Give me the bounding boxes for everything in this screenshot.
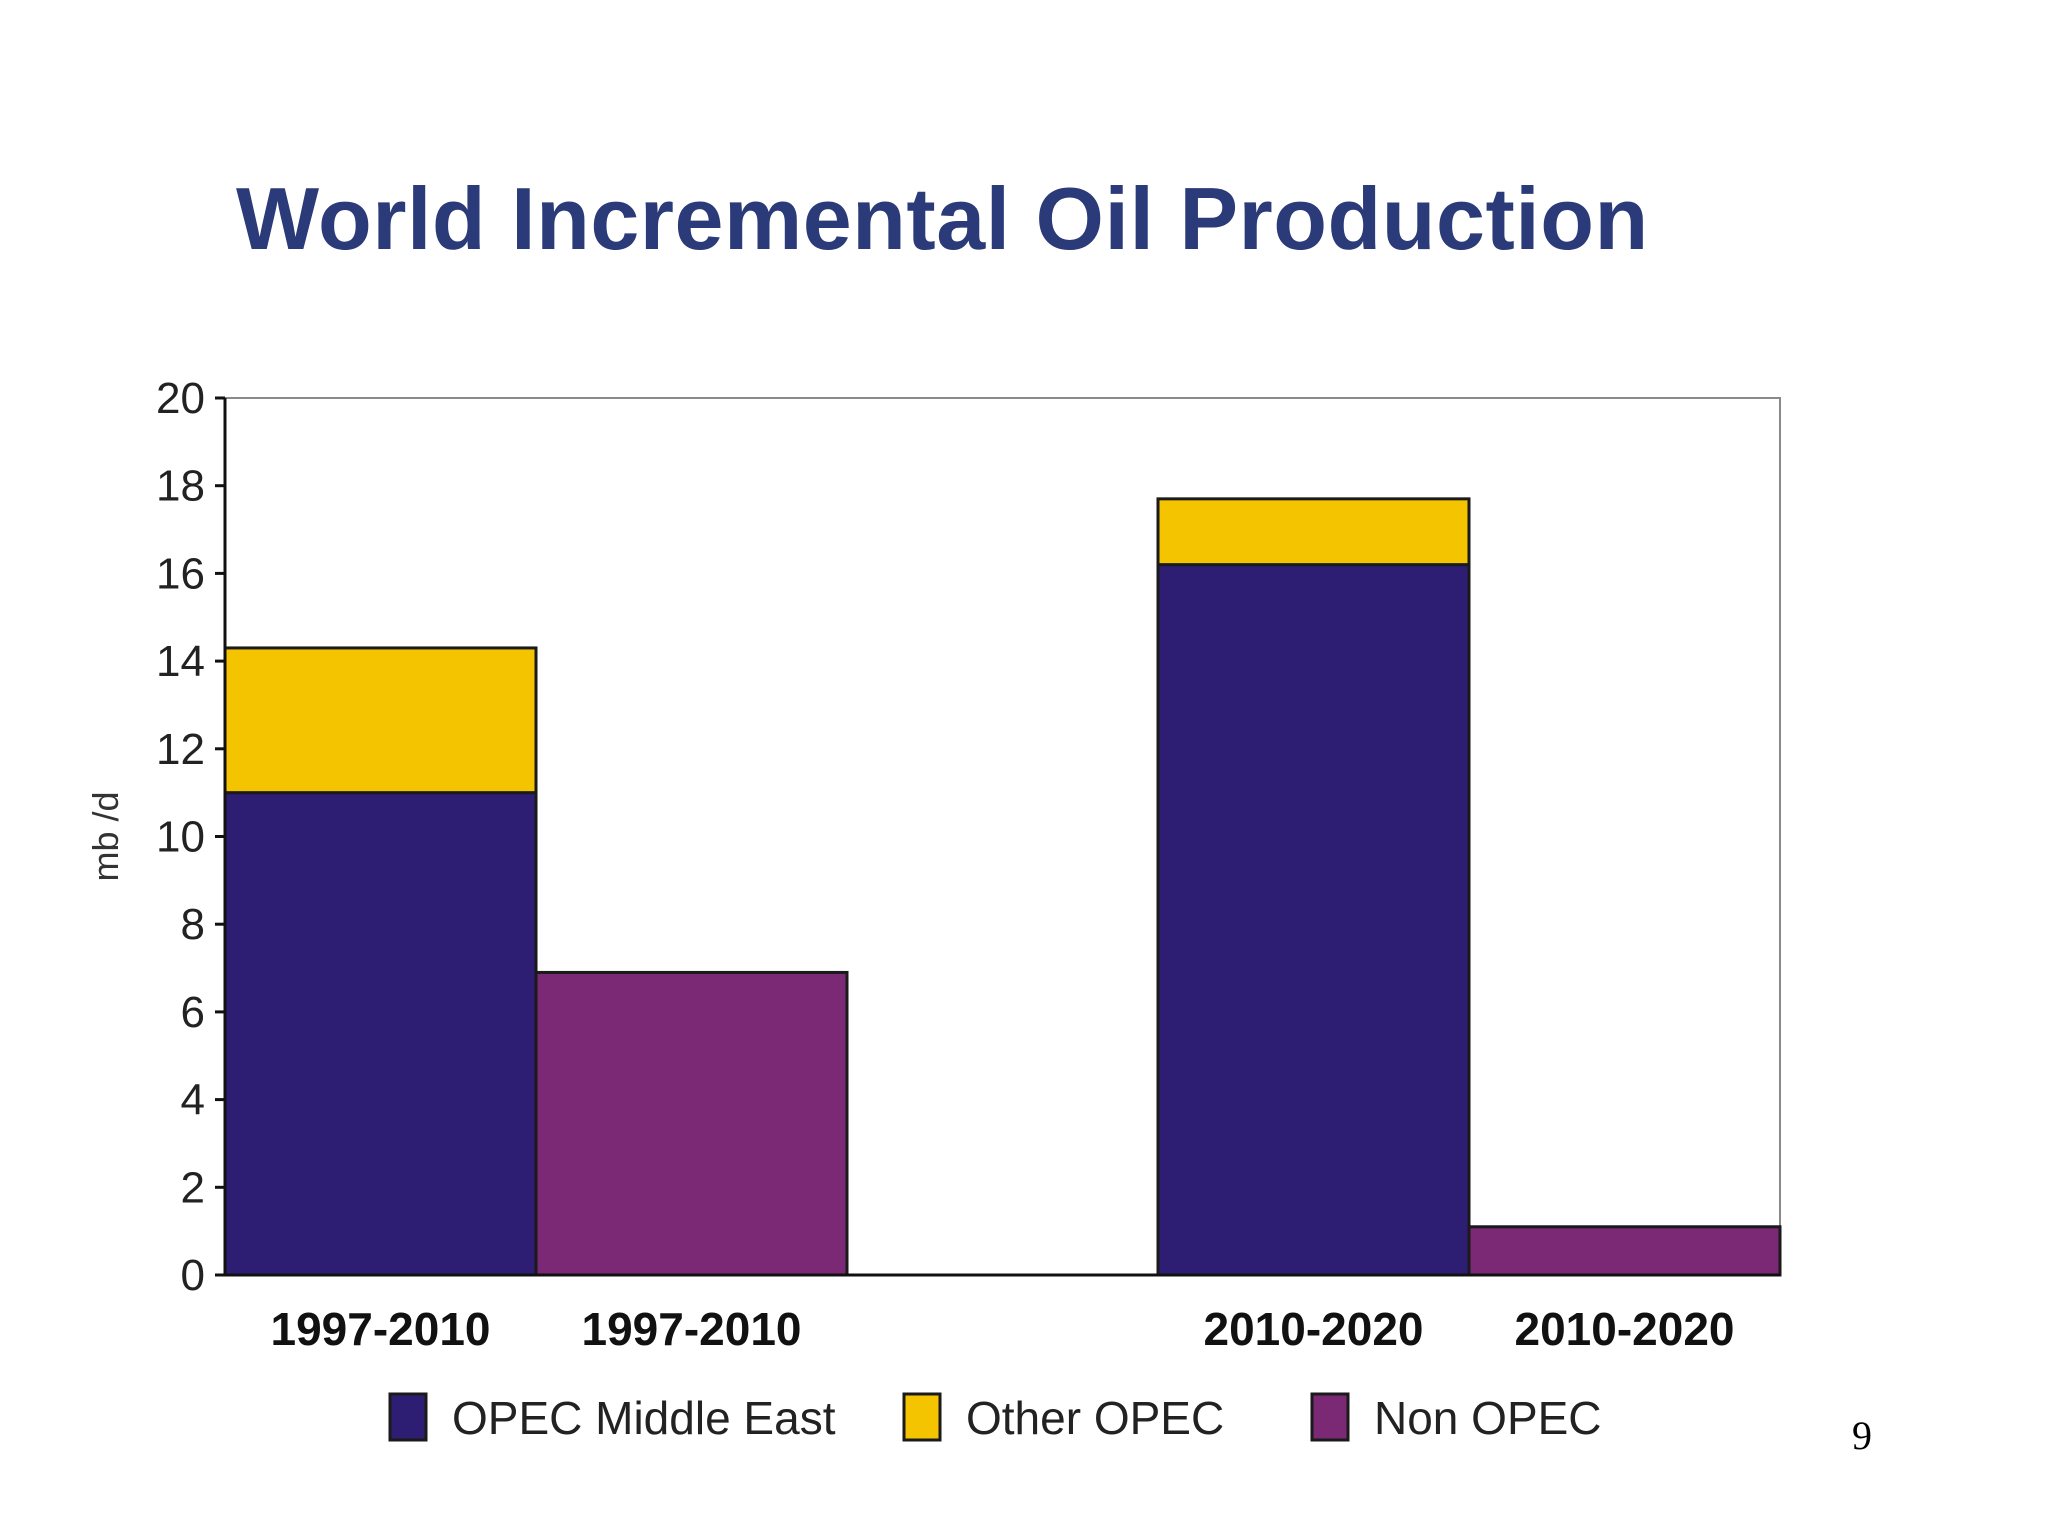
y-tick-label: 12 xyxy=(156,725,205,774)
slide-title: World Incremental Oil Production xyxy=(236,169,1649,268)
bar-other-opec-3 xyxy=(1156,497,1471,567)
page-number: 9 xyxy=(1852,1413,1872,1458)
bar-opec-middle-east-3 xyxy=(1156,563,1471,1277)
y-tick-label: 8 xyxy=(181,900,205,949)
y-tick-label: 6 xyxy=(181,988,205,1037)
y-tick-label: 4 xyxy=(181,1076,205,1125)
y-tick-label: 18 xyxy=(156,462,205,511)
bar-other-opec-0 xyxy=(223,646,538,795)
bar-opec-middle-east-0 xyxy=(223,791,538,1277)
legend-label: Other OPEC xyxy=(966,1392,1224,1444)
y-axis: 0 2 4 6 8 10 12 14 16 18 20 xyxy=(156,374,227,1300)
y-tick-label: 2 xyxy=(181,1163,205,1212)
bars xyxy=(223,497,1782,1277)
y-tick-label: 16 xyxy=(156,549,205,598)
x-axis: 1997-2010 1997-2010 2010-2020 2010-2020 xyxy=(225,1273,1780,1355)
y-tick-label: 20 xyxy=(156,374,205,423)
x-tick-label: 1997-2010 xyxy=(271,1303,491,1355)
legend-label: OPEC Middle East xyxy=(452,1392,836,1444)
x-tick-label: 2010-2020 xyxy=(1204,1303,1424,1355)
legend-swatch-opec-middle-east xyxy=(388,1392,428,1442)
y-axis-label: mb /d xyxy=(85,791,126,881)
legend: OPEC Middle East Other OPEC Non OPEC xyxy=(388,1392,1602,1444)
y-tick-label: 0 xyxy=(181,1251,205,1300)
y-tick-label: 10 xyxy=(156,813,205,862)
legend-label: Non OPEC xyxy=(1374,1392,1602,1444)
legend-swatch-other-opec xyxy=(902,1392,942,1442)
legend-swatch-non-opec xyxy=(1310,1392,1350,1442)
x-tick-label: 2010-2020 xyxy=(1515,1303,1735,1355)
y-tick-label: 14 xyxy=(156,637,205,686)
x-tick-label: 1997-2010 xyxy=(582,1303,802,1355)
bar-non-opec-1 xyxy=(534,970,849,1277)
bar-non-opec-4 xyxy=(1467,1225,1782,1277)
